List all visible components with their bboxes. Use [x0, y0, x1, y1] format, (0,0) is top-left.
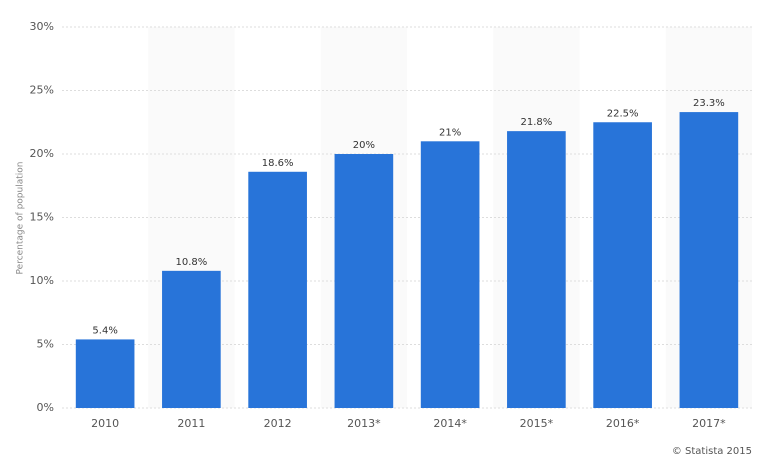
data-label: 5.4%: [92, 325, 117, 336]
bar: [334, 154, 394, 408]
x-tick-label: 2011: [177, 417, 205, 430]
data-label: 21%: [439, 127, 461, 138]
y-tick-label: 5%: [37, 338, 54, 351]
credit: © Statista 2015: [672, 446, 752, 457]
bar: [679, 112, 739, 408]
x-tick-label: 2014*: [433, 417, 467, 430]
y-tick-label: 30%: [30, 20, 54, 33]
data-label: 21.8%: [520, 117, 552, 128]
data-label: 10.8%: [175, 257, 207, 268]
y-tick-label: 20%: [30, 147, 54, 160]
x-tick-label: 2016*: [606, 417, 640, 430]
y-tick-label: 0%: [37, 401, 54, 414]
bar: [593, 122, 652, 408]
x-tick-label: 2015*: [520, 417, 554, 430]
bar: [248, 171, 307, 408]
x-tick-label: 2013*: [347, 417, 381, 430]
x-tick-label: 2010: [91, 417, 119, 430]
y-tick-label: 10%: [30, 274, 54, 287]
bar: [162, 270, 221, 408]
bar: [75, 339, 135, 408]
y-axis-label: Percentage of population: [16, 162, 26, 275]
data-label: 18.6%: [262, 158, 294, 169]
y-tick-label: 25%: [30, 84, 54, 97]
data-label: 22.5%: [607, 108, 639, 119]
data-label: 23.3%: [693, 98, 725, 109]
data-label: 20%: [353, 140, 375, 151]
x-tick-label: 2012: [264, 417, 292, 430]
bar: [420, 141, 480, 409]
x-tick-label: 2017*: [692, 417, 726, 430]
bar: [507, 131, 566, 408]
y-tick-label: 15%: [30, 211, 54, 224]
